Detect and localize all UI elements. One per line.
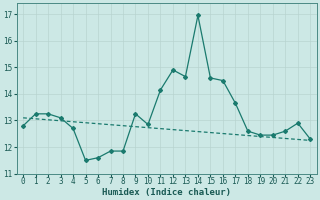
- X-axis label: Humidex (Indice chaleur): Humidex (Indice chaleur): [102, 188, 231, 197]
